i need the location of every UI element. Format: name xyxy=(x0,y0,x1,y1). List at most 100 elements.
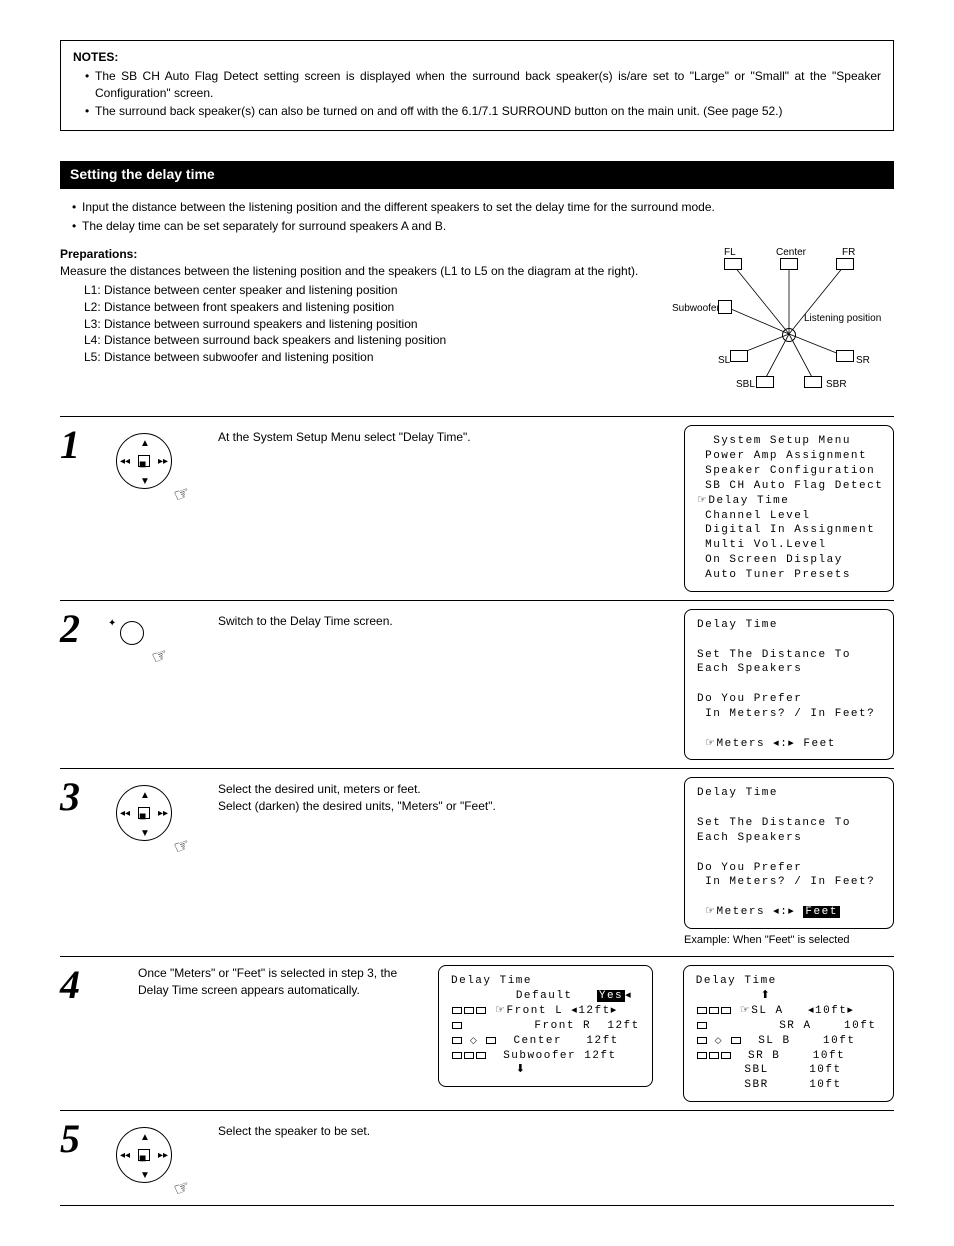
step-text: Select the speaker to be set. xyxy=(218,1119,684,1140)
notes-title: NOTES: xyxy=(73,49,881,66)
preparations-text: Preparations: Measure the distances betw… xyxy=(60,246,684,396)
osd-delay-time-surround: Delay Time ⬆ ☞SL A ◂10ft▸ SR A 10ft ◇ SL… xyxy=(683,965,894,1102)
osd-row-val: 10ft xyxy=(801,1079,842,1091)
preparations-lead: Measure the distances between the listen… xyxy=(60,263,664,280)
prep-item: L2: Distance between front speakers and … xyxy=(84,299,664,316)
intro-item: Input the distance between the listening… xyxy=(72,199,894,216)
osd-title: Delay Time xyxy=(696,975,777,987)
mini-layout-icon xyxy=(696,1021,763,1031)
osd-row-val: 10ft xyxy=(801,1064,842,1076)
dpad-icon: ▲ ◂◂ ▸▸ ▼ ■ ☞ xyxy=(108,1127,188,1197)
mini-layout-icon xyxy=(696,1051,732,1061)
step-1: 1 ▲ ◂◂ ▸▸ ▼ ■ ☞ At the System Setup Menu… xyxy=(60,416,894,599)
osd-caption: Example: When "Feet" is selected xyxy=(684,933,894,948)
step-number: 1 xyxy=(60,425,108,465)
mini-layout-icon xyxy=(451,1006,487,1016)
mini-layout-icon: ◇ xyxy=(696,1036,742,1046)
notes-item: The surround back speaker(s) can also be… xyxy=(85,103,881,120)
osd-row-label: Front R xyxy=(526,1020,591,1032)
osd-default-yes: Yes xyxy=(597,990,625,1002)
preparations-title: Preparations: xyxy=(60,247,137,261)
speaker-layout-diagram: FL Center FR Subwoofer Listening positio… xyxy=(684,246,894,396)
step-icon: ✦ ☞ xyxy=(108,609,218,677)
step-5: 5 ▲ ◂◂ ▸▸ ▼ ■ ☞ Select the speaker to be… xyxy=(60,1110,894,1206)
osd-row-label: Subwoofer xyxy=(495,1050,576,1062)
step-4: 4 Once "Meters" or "Feet" is selected in… xyxy=(60,956,894,1110)
prep-item: L4: Distance between surround back speak… xyxy=(84,332,664,349)
step-icon: ▲ ◂◂ ▸▸ ▼ ■ ☞ xyxy=(108,1119,218,1197)
mini-layout-icon: ◇ xyxy=(451,1036,497,1046)
osd-pre: Delay Time Set The Distance To Each Spea… xyxy=(697,787,875,918)
step-text: Select the desired unit, meters or feet.… xyxy=(218,777,684,815)
osd-row-val: ◂10ft▸ xyxy=(808,1005,854,1017)
prep-item: L3: Distance between surround speakers a… xyxy=(84,316,664,333)
osd-default-label: Default xyxy=(516,990,573,1002)
osd-row-label: SR B xyxy=(740,1050,781,1062)
step-3: 3 ▲ ◂◂ ▸▸ ▼ ■ ☞ Select the desired unit,… xyxy=(60,768,894,956)
osd-row-label: ☞Front L xyxy=(495,1005,563,1017)
osd-row-val: 12ft xyxy=(578,1035,619,1047)
osd-row-label: SR A xyxy=(771,1020,812,1032)
step-number: 3 xyxy=(60,777,108,817)
osd-row-val: 12ft xyxy=(599,1020,640,1032)
label-listening: Listening position xyxy=(804,312,881,326)
osd-delay-time-unit: Delay Time Set The Distance To Each Spea… xyxy=(684,609,894,761)
label-sl: SL xyxy=(718,354,730,368)
step-number: 4 xyxy=(60,965,108,1005)
osd-row-label: Center xyxy=(505,1035,562,1047)
osd-row-val: 10ft xyxy=(836,1020,877,1032)
osd-row-val: 10ft xyxy=(805,1050,846,1062)
osd-delay-time-feet: Delay Time Set The Distance To Each Spea… xyxy=(684,777,894,929)
mini-layout-icon xyxy=(696,1006,732,1016)
speaker-center-icon xyxy=(780,258,798,270)
notes-list: The SB CH Auto Flag Detect setting scree… xyxy=(73,68,881,120)
osd-row-label: SBL xyxy=(736,1064,768,1076)
step-icon: ▲ ◂◂ ▸▸ ▼ ■ ☞ xyxy=(108,425,218,503)
speaker-sl-icon xyxy=(730,350,748,362)
step-text: At the System Setup Menu select "Delay T… xyxy=(218,425,684,446)
osd-row-label: ☞SL A xyxy=(740,1005,784,1017)
step-4-screens: Delay Time Default Yes◂ ☞Front L ◂12ft▸ … xyxy=(438,965,894,1102)
osd-row-val: 12ft xyxy=(576,1050,617,1062)
label-sbl: SBL xyxy=(736,378,755,392)
step-screen: Delay Time Set The Distance To Each Spea… xyxy=(684,777,894,948)
label-subwoofer: Subwoofer xyxy=(672,302,720,316)
step-text-line: Select (darken) the desired units, "Mete… xyxy=(218,798,672,815)
osd-system-setup: System Setup Menu Power Amp Assignment S… xyxy=(684,425,894,591)
speaker-sbr-icon xyxy=(804,376,822,388)
speaker-fl-icon xyxy=(724,258,742,270)
hand-icon: ☞ xyxy=(170,1174,194,1203)
intro-item: The delay time can be set separately for… xyxy=(72,218,894,235)
intro-list: Input the distance between the listening… xyxy=(60,199,894,235)
notes-box: NOTES: The SB CH Auto Flag Detect settin… xyxy=(60,40,894,131)
step-number: 5 xyxy=(60,1119,108,1159)
click-icon: ✦ ☞ xyxy=(108,617,178,677)
step-screen: Delay Time Set The Distance To Each Spea… xyxy=(684,609,894,761)
dpad-icon: ▲ ◂◂ ▸▸ ▼ ■ ☞ xyxy=(108,785,188,855)
osd-row-val: ◂12ft▸ xyxy=(571,1005,617,1017)
osd-row-label: SL B xyxy=(750,1035,791,1047)
step-text: Switch to the Delay Time screen. xyxy=(218,609,684,630)
dpad-icon: ▲ ◂◂ ▸▸ ▼ ■ ☞ xyxy=(108,433,188,503)
mini-layout-icon xyxy=(451,1021,518,1031)
step-text: Once "Meters" or "Feet" is selected in s… xyxy=(138,965,438,999)
section-header: Setting the delay time xyxy=(60,161,894,189)
speaker-subwoofer-icon xyxy=(718,300,732,314)
notes-item: The SB CH Auto Flag Detect setting scree… xyxy=(85,68,881,102)
step-screen: System Setup Menu Power Amp Assignment S… xyxy=(684,425,894,591)
prep-item: L5: Distance between subwoofer and liste… xyxy=(84,349,664,366)
step-icon: ▲ ◂◂ ▸▸ ▼ ■ ☞ xyxy=(108,777,218,855)
prep-item: L1: Distance between center speaker and … xyxy=(84,282,664,299)
osd-delay-time-front: Delay Time Default Yes◂ ☞Front L ◂12ft▸ … xyxy=(438,965,653,1087)
hand-icon: ☞ xyxy=(170,480,194,509)
osd-title: Delay Time xyxy=(451,975,532,987)
preparations-block: Preparations: Measure the distances betw… xyxy=(60,246,894,396)
speaker-sr-icon xyxy=(836,350,854,362)
label-sbr: SBR xyxy=(826,378,847,392)
speaker-sbl-icon xyxy=(756,376,774,388)
preparations-list: L1: Distance between center speaker and … xyxy=(60,282,664,366)
step-text-line: Select the desired unit, meters or feet. xyxy=(218,781,672,798)
speaker-fr-icon xyxy=(836,258,854,270)
osd-selected-feet: Feet xyxy=(803,906,839,918)
label-sr: SR xyxy=(856,354,870,368)
